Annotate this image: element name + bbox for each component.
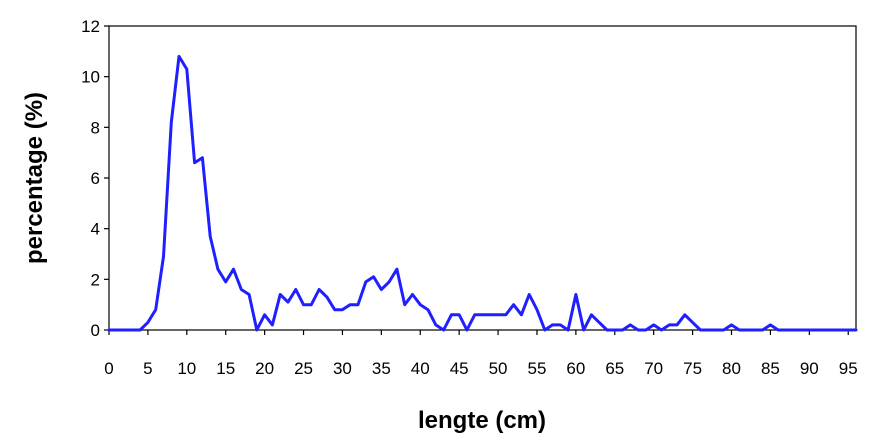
series-group (107, 54, 858, 332)
x-tick-label: 50 (489, 359, 508, 378)
y-tick-label: 8 (91, 118, 100, 137)
x-tick-label: 70 (644, 359, 663, 378)
x-tick-label: 55 (528, 359, 547, 378)
x-tick-label: 35 (372, 359, 391, 378)
x-axis-title: lengte (cm) (418, 407, 546, 434)
y-tick-label: 4 (91, 220, 100, 239)
x-tick-label: 30 (333, 359, 352, 378)
series-line (107, 54, 858, 332)
x-tick-label: 20 (255, 359, 274, 378)
y-axis-title: percentage (%) (21, 92, 48, 264)
x-tick-label: 95 (839, 359, 858, 378)
x-tick-label: 65 (605, 359, 624, 378)
x-tick-label: 45 (450, 359, 469, 378)
y-tick-label: 10 (81, 68, 100, 87)
x-axis-ticks: 0 5 10 15 20 25 30 35 40 45 50 55 60 65 70 75 80 85 90 95 (104, 330, 858, 378)
x-tick-label: 80 (722, 359, 741, 378)
x-tick-label: 15 (216, 359, 235, 378)
x-tick-label: 40 (411, 359, 430, 378)
x-tick-label: 85 (761, 359, 780, 378)
plot-frame (108, 25, 857, 331)
x-tick-label: 75 (683, 359, 702, 378)
y-axis-ticks: 0 2 4 6 8 10 12 (81, 17, 109, 340)
plot-frame-group (108, 25, 857, 331)
x-tick-label: 60 (566, 359, 585, 378)
x-tick-label: 10 (177, 359, 196, 378)
y-tick-label: 0 (91, 321, 100, 340)
y-tick-label: 2 (91, 270, 100, 289)
x-tick-label: 90 (800, 359, 819, 378)
x-tick-label: 25 (294, 359, 313, 378)
x-tick-label: 5 (143, 359, 152, 378)
y-tick-label: 6 (91, 169, 100, 188)
x-tick-label: 0 (104, 359, 113, 378)
y-tick-label: 12 (81, 17, 100, 36)
